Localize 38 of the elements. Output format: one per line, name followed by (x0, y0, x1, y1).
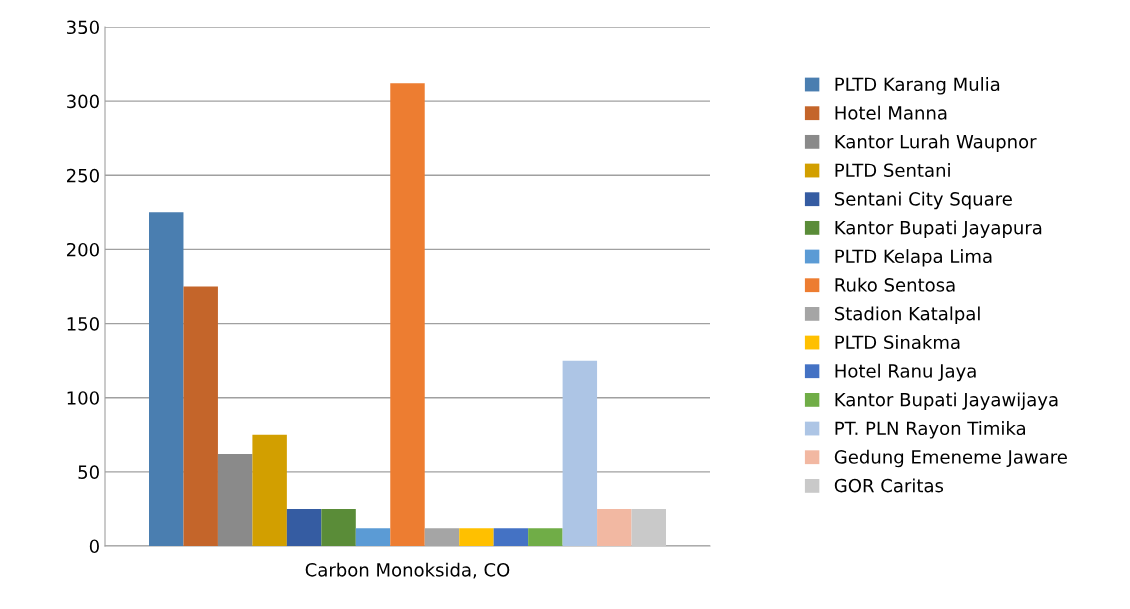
bar (390, 83, 425, 546)
legend-label: PLTD Kelapa Lima (835, 249, 992, 267)
legend-label: Hotel Ranu Jaya (835, 363, 976, 382)
bar (597, 508, 632, 546)
bar (286, 508, 322, 546)
legend-label: Kantor Lurah Waupnor (835, 134, 1037, 152)
legend-label: Hotel Manna (835, 105, 947, 120)
legend-label: Stadion Katalpal (834, 306, 980, 324)
legend-label: Gedung Emeneme Jaware (834, 449, 1067, 468)
legend-label: Ruko Sentosa (835, 277, 955, 292)
y-tick-label: 200 (67, 242, 99, 257)
bar (528, 528, 563, 546)
y-tick-label: 350 (67, 20, 99, 35)
y-tick-label: 250 (67, 168, 99, 183)
legend-label: GOR Caritas (834, 478, 944, 493)
bar (493, 528, 529, 546)
legend-label: Sentani City Square (834, 191, 1012, 210)
bar (321, 508, 356, 546)
y-tick-label: 100 (67, 391, 99, 405)
y-tick-label: 150 (67, 317, 99, 331)
bar (252, 434, 287, 546)
x-tick-label: Carbon Monoksida, CO (305, 562, 510, 579)
bar (631, 508, 666, 546)
legend-label: PLTD Karang Mulia (835, 77, 1000, 95)
bar (355, 528, 391, 546)
legend-label: PT. PLN Rayon Timika (835, 421, 1025, 439)
legend-label: Kantor Bupati Jayapura (835, 220, 1042, 238)
legend-label: Kantor Bupati Jayawijaya (835, 392, 1058, 410)
legend-label: PLTD Sentani (835, 163, 950, 178)
y-tick-label: 50 (78, 465, 99, 479)
bar (562, 360, 598, 546)
legend-label: PLTD Sinakma (835, 335, 960, 350)
y-tick-label: 300 (67, 94, 99, 109)
bar (459, 528, 494, 546)
bar (217, 454, 253, 546)
y-tick-label: 0 (89, 539, 99, 554)
bar (183, 286, 218, 546)
bar (149, 212, 184, 546)
